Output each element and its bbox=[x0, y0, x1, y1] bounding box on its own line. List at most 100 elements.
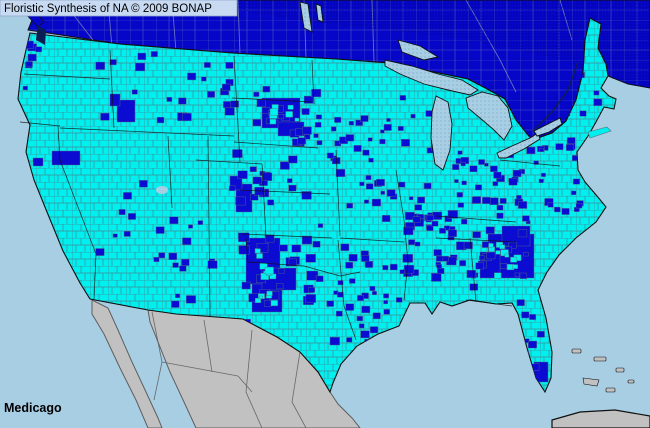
county-cell bbox=[367, 137, 373, 142]
county-cell bbox=[359, 181, 365, 187]
county-cell bbox=[383, 300, 388, 305]
county-cell bbox=[256, 99, 266, 107]
county-cell bbox=[207, 260, 218, 269]
county-cell bbox=[380, 190, 386, 195]
county-cell bbox=[95, 248, 105, 256]
county-cell bbox=[461, 180, 467, 186]
county-cell bbox=[336, 291, 344, 298]
county-cell bbox=[262, 85, 271, 93]
county-cell bbox=[457, 202, 464, 208]
county-cell bbox=[436, 263, 442, 269]
county-cell bbox=[478, 159, 485, 165]
county-cell bbox=[492, 181, 499, 186]
county-cell bbox=[230, 100, 239, 108]
county-cell bbox=[270, 300, 278, 307]
county-cell bbox=[436, 255, 444, 262]
county-cell bbox=[408, 239, 416, 246]
county-cell bbox=[403, 264, 415, 274]
county-cell bbox=[575, 202, 583, 209]
county-cell bbox=[139, 180, 148, 188]
county-cell bbox=[495, 250, 501, 255]
county-cell bbox=[408, 196, 414, 201]
county-cell bbox=[353, 145, 362, 152]
county-cell bbox=[456, 192, 463, 198]
mexico-state-borders bbox=[151, 311, 307, 428]
county-cell bbox=[431, 273, 442, 282]
county-cell bbox=[526, 146, 536, 155]
county-cell bbox=[369, 326, 379, 334]
county-cell bbox=[452, 164, 460, 170]
county-cell bbox=[593, 98, 603, 106]
county-cell bbox=[517, 229, 528, 238]
county-cell bbox=[326, 152, 334, 159]
county-cell bbox=[400, 139, 410, 147]
county-cell bbox=[269, 118, 277, 125]
county-cell bbox=[566, 137, 576, 145]
county-cell bbox=[301, 235, 313, 245]
county-cell bbox=[382, 215, 391, 222]
county-cell bbox=[238, 232, 250, 242]
lake-winnipegosis bbox=[315, 3, 324, 23]
county-cell bbox=[288, 184, 297, 192]
county-cell bbox=[287, 104, 294, 110]
county-cell bbox=[301, 108, 310, 115]
county-cell bbox=[376, 178, 385, 187]
county-cell bbox=[188, 224, 193, 229]
great-lakes bbox=[299, 1, 563, 171]
county-cell bbox=[485, 226, 495, 234]
st-lawrence-river bbox=[532, 61, 579, 132]
county-cell bbox=[554, 206, 561, 213]
county-cell bbox=[443, 225, 450, 231]
cuba-landmass bbox=[551, 409, 650, 428]
county-cell bbox=[169, 216, 179, 225]
county-cell bbox=[201, 76, 207, 82]
county-cell bbox=[365, 175, 372, 180]
taxon-label: Medicago bbox=[4, 401, 62, 415]
county-cell bbox=[288, 155, 298, 164]
county-cell bbox=[182, 113, 192, 122]
county-cell bbox=[252, 176, 262, 185]
county-cell bbox=[35, 46, 42, 53]
us-state-borders bbox=[19, 49, 561, 341]
county-cell bbox=[399, 95, 407, 101]
county-cell bbox=[372, 291, 377, 296]
county-cell bbox=[294, 117, 300, 122]
county-cell bbox=[302, 126, 312, 135]
lake-ontario bbox=[533, 117, 563, 137]
county-cell bbox=[439, 227, 446, 234]
county-cell bbox=[181, 258, 190, 266]
county-cell bbox=[512, 264, 518, 269]
county-cell bbox=[508, 178, 518, 186]
county-cell bbox=[571, 190, 577, 196]
county-cell bbox=[360, 115, 369, 122]
county-cell bbox=[263, 300, 272, 307]
county-cell bbox=[579, 110, 587, 117]
county-cell bbox=[187, 72, 197, 81]
county-cell bbox=[417, 196, 425, 204]
county-cell bbox=[499, 244, 505, 250]
county-cell bbox=[345, 303, 355, 311]
county-cell bbox=[276, 283, 284, 290]
county-cell bbox=[519, 272, 528, 279]
county-cell bbox=[254, 248, 261, 254]
county-cell bbox=[514, 272, 520, 277]
county-cell bbox=[280, 161, 290, 170]
county-cell bbox=[362, 149, 370, 156]
county-cell bbox=[433, 249, 442, 257]
county-cell bbox=[516, 299, 525, 306]
county-cell bbox=[346, 203, 353, 209]
lake-michigan bbox=[430, 95, 453, 171]
county-cell bbox=[238, 245, 250, 255]
county-cell bbox=[541, 172, 546, 177]
county-cell bbox=[305, 294, 316, 303]
county-cell bbox=[287, 178, 293, 183]
county-cell bbox=[371, 198, 381, 207]
county-cell bbox=[368, 157, 374, 163]
county-cell bbox=[426, 214, 434, 221]
county-cell bbox=[396, 297, 403, 303]
county-cell bbox=[264, 266, 274, 275]
county-cell bbox=[308, 287, 316, 293]
county-cell bbox=[442, 255, 449, 262]
county-cell bbox=[397, 125, 404, 131]
county-cell bbox=[118, 209, 126, 215]
